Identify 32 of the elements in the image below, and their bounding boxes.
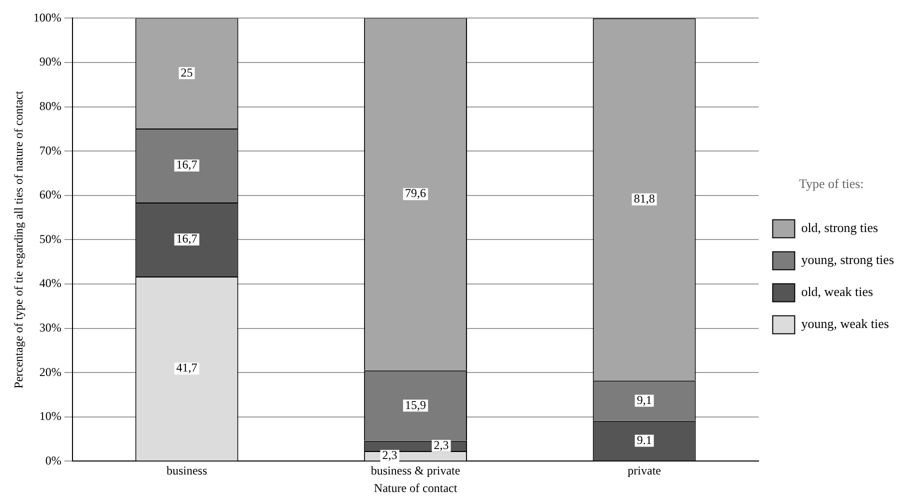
data-label: 16,7 — [176, 158, 198, 172]
data-label: 9,1 — [636, 392, 652, 407]
x-tick-label: business — [166, 464, 208, 478]
legend-label: old, weak ties — [801, 284, 874, 300]
x-tick-label: business & private — [370, 464, 460, 478]
data-label: 41,7 — [176, 360, 198, 375]
y-tick-label: 90% — [39, 54, 62, 69]
x-axis-title: Nature of contact — [374, 480, 458, 495]
data-label: 2,3 — [434, 438, 449, 452]
legend-title: Type of ties: — [798, 176, 864, 192]
legend-label: young, weak ties — [801, 316, 889, 332]
y-tick-label: 80% — [39, 98, 62, 113]
y-tick-label: 70% — [39, 143, 62, 158]
data-label: 2,3 — [382, 448, 398, 462]
y-tick-label: 0% — [45, 453, 62, 468]
y-tick-label: 30% — [39, 320, 62, 334]
y-tick-label: 20% — [39, 364, 62, 379]
y-tick-label: 40% — [39, 276, 62, 290]
data-label: 79,6 — [405, 186, 426, 200]
data-label: 16,7 — [176, 232, 198, 246]
y-tick-label: 50% — [39, 232, 62, 246]
y-tick-label: 60% — [39, 188, 62, 202]
legend-label: old, strong ties — [801, 220, 878, 236]
x-tick-label: private — [628, 464, 661, 478]
y-axis-title: Percentage of type of tie regarding all ties of nature of contact — [11, 90, 26, 388]
data-label: 81,8 — [634, 192, 655, 206]
y-tick-label: 100% — [33, 10, 62, 24]
data-label: 9.1 — [636, 432, 652, 447]
legend-label: young, strong ties — [801, 252, 894, 268]
data-label: 15,9 — [405, 398, 426, 412]
data-label: 25 — [180, 65, 193, 80]
y-tick-label: 10% — [39, 409, 62, 424]
